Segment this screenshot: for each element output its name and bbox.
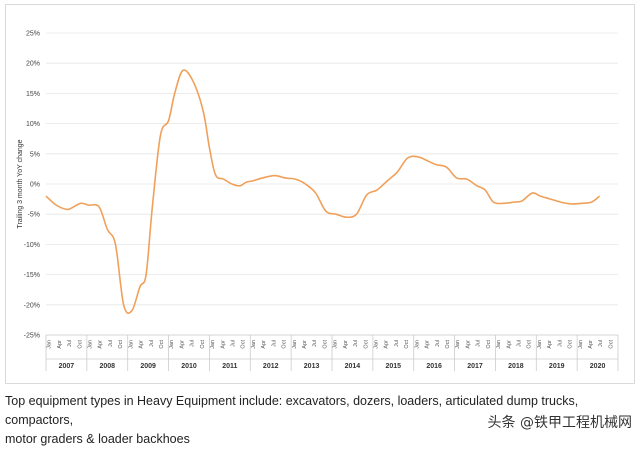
x-month-tick-label: Apr bbox=[57, 340, 63, 349]
x-month-tick-label: Oct bbox=[77, 340, 83, 349]
x-year-label: 2017 bbox=[467, 363, 483, 370]
x-year-label: 2008 bbox=[99, 363, 115, 370]
x-month-tick-label: Jul bbox=[108, 340, 114, 347]
x-month-tick-label: Jan bbox=[47, 340, 53, 349]
x-month-tick-label: Apr bbox=[506, 340, 512, 349]
x-month-tick-label: Oct bbox=[527, 340, 533, 349]
series-line bbox=[45, 69, 601, 314]
y-tick-label: 15% bbox=[26, 91, 40, 98]
x-month-tick-label: Jul bbox=[516, 340, 522, 347]
x-month-tick-label: Apr bbox=[425, 340, 431, 349]
x-month-tick-label: Jan bbox=[169, 340, 175, 349]
x-month-tick-label: Oct bbox=[608, 340, 614, 349]
x-year-label: 2015 bbox=[385, 363, 401, 370]
x-month-tick-label: Jul bbox=[271, 340, 277, 347]
x-month-tick-label: Jul bbox=[435, 340, 441, 347]
y-axis-title: Trailing 3 month YoY change bbox=[17, 139, 24, 228]
watermark: 头条 @铁甲工程机械网 bbox=[485, 412, 634, 432]
x-month-tick-label: Apr bbox=[139, 340, 145, 349]
y-tick-label: -5% bbox=[28, 212, 40, 219]
x-month-tick-label: Jan bbox=[210, 340, 216, 349]
x-year-label: 2014 bbox=[345, 363, 361, 370]
x-month-tick-label: Jan bbox=[414, 340, 420, 349]
y-tick-label: 0% bbox=[30, 182, 40, 189]
y-tick-label: -10% bbox=[24, 242, 40, 249]
line-chart: 25% 20% 15% 10% 5% 0% -5% -10% -15% -20% -25% Jan Ap… bbox=[17, 31, 619, 371]
x-month-tick-label: Oct bbox=[486, 340, 492, 349]
x-month-tick-label: Oct bbox=[363, 340, 369, 349]
y-tick-label: 20% bbox=[26, 61, 40, 68]
x-month-tick-label: Jan bbox=[251, 340, 257, 349]
x-month-tick-label: Apr bbox=[179, 340, 185, 349]
x-month-tick-label: Jan bbox=[333, 340, 339, 349]
y-tick-label: -25% bbox=[24, 333, 40, 340]
x-month-tick-label: Oct bbox=[282, 340, 288, 349]
x-year-label: 2009 bbox=[140, 363, 156, 370]
x-month-tick-label: Apr bbox=[302, 340, 308, 349]
x-month-tick-label: Oct bbox=[322, 340, 328, 349]
caption-line-1: Top equipment types in Heavy Equipment i… bbox=[5, 394, 579, 427]
x-month-tick-label: Apr bbox=[465, 340, 471, 349]
x-month-tick-label: Apr bbox=[588, 340, 594, 349]
y-tick-label: 10% bbox=[26, 121, 40, 128]
x-year-label: 2011 bbox=[222, 363, 237, 370]
x-month-tick-label: Jan bbox=[87, 340, 93, 349]
x-year-label: 2019 bbox=[549, 363, 565, 370]
y-tick-label: -20% bbox=[24, 302, 40, 309]
x-month-tick-label: Oct bbox=[241, 340, 247, 349]
y-tick-label: 25% bbox=[26, 31, 40, 38]
x-month-tick-label: Apr bbox=[98, 340, 104, 349]
x-month-tick-label: Oct bbox=[159, 340, 165, 349]
y-tick-label: -15% bbox=[24, 272, 40, 279]
y-tick-label: 5% bbox=[30, 151, 40, 158]
x-year-label: 2018 bbox=[508, 363, 524, 370]
x-month-tick-label: Oct bbox=[568, 340, 574, 349]
x-month-tick-label: Apr bbox=[547, 340, 553, 349]
x-month-tick-label: Apr bbox=[261, 340, 267, 349]
caption-line-2: motor graders & loader backhoes bbox=[5, 432, 190, 446]
x-month-tick-label: Jan bbox=[455, 340, 461, 349]
chart-frame: 25% 20% 15% 10% 5% 0% -5% -10% -15% -20% -25% Jan Ap… bbox=[5, 4, 635, 384]
x-month-tick-label: Jul bbox=[353, 340, 359, 347]
x-month-tick-label: Apr bbox=[343, 340, 349, 349]
x-year-label: 2013 bbox=[304, 363, 320, 370]
x-month-tick-label: Oct bbox=[404, 340, 410, 349]
x-month-tick-label: Jan bbox=[292, 340, 298, 349]
x-year-label: 2007 bbox=[59, 363, 75, 370]
x-month-tick-label: Jul bbox=[557, 340, 563, 347]
x-month-tick-label: Jan bbox=[373, 340, 379, 349]
x-month-tick-label: Jan bbox=[128, 340, 134, 349]
x-month-tick-label: Jul bbox=[394, 340, 400, 347]
x-month-tick-label: Jul bbox=[149, 340, 155, 347]
x-month-tick-label: Jul bbox=[230, 340, 236, 347]
x-month-tick-label: Oct bbox=[118, 340, 124, 349]
x-month-tick-label: Apr bbox=[220, 340, 226, 349]
x-month-tick-label: Jul bbox=[312, 340, 318, 347]
x-month-tick-label: Jul bbox=[598, 340, 604, 347]
x-month-tick-label: Apr bbox=[384, 340, 390, 349]
x-month-tick-label: Jan bbox=[537, 340, 543, 349]
x-year-label: 2016 bbox=[426, 363, 442, 370]
x-month-tick-label: Jan bbox=[496, 340, 502, 349]
x-month-tick-label: Oct bbox=[445, 340, 451, 349]
x-month-tick-label: Jan bbox=[578, 340, 584, 349]
x-year-label: 2020 bbox=[590, 363, 606, 370]
x-year-label: 2010 bbox=[181, 363, 197, 370]
x-month-tick-label: Oct bbox=[200, 340, 206, 349]
x-month-tick-label: Jul bbox=[67, 340, 73, 347]
x-month-tick-label: Jul bbox=[190, 340, 196, 347]
x-year-label: 2012 bbox=[263, 363, 279, 370]
x-month-tick-label: Jul bbox=[476, 340, 482, 347]
